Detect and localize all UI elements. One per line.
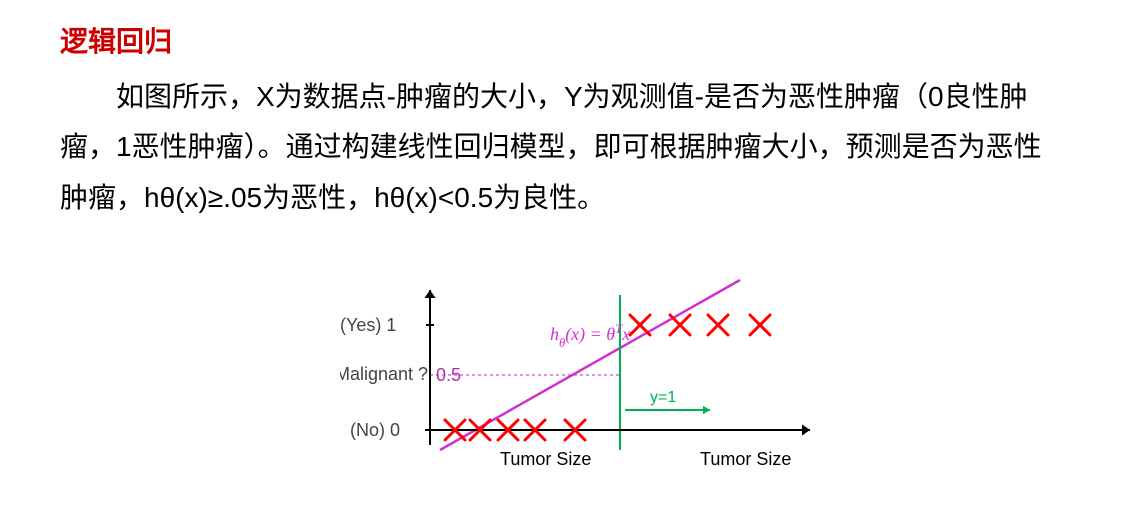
svg-text:Malignant ?: Malignant ? xyxy=(340,364,428,384)
svg-text:0.5: 0.5 xyxy=(436,365,461,385)
section-title: 逻辑回归 xyxy=(60,20,1066,60)
svg-text:(No) 0: (No) 0 xyxy=(350,420,400,440)
svg-text:Tumor Size: Tumor Size xyxy=(500,449,591,469)
svg-text:(Yes) 1: (Yes) 1 xyxy=(340,315,396,335)
tumor-chart: y=1 (Yes) 1 0.5 (No) 0 Malignant ? hθ(x) = θT… xyxy=(340,270,840,490)
svg-text:Tumor Size: Tumor Size xyxy=(700,449,791,469)
body-paragraph: 如图所示，X为数据点-肿瘤的大小，Y为观测值-是否为恶性肿瘤（0良性肿瘤，1恶性… xyxy=(60,72,1066,223)
svg-text:hθ(x) = θTx: hθ(x) = θTx xyxy=(550,322,630,350)
svg-text:y=1: y=1 xyxy=(650,389,676,406)
